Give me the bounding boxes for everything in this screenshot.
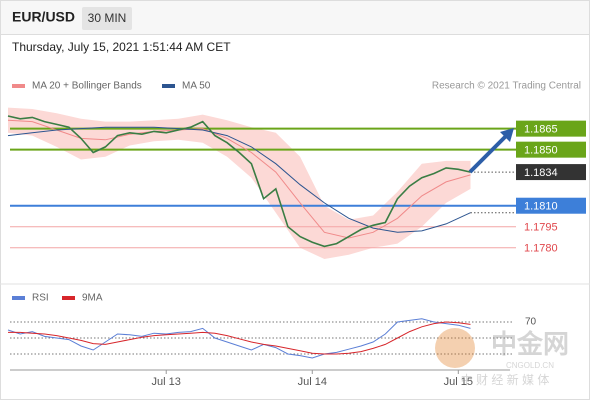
legend-swatch <box>162 84 175 88</box>
level-box <box>516 141 586 158</box>
price-line <box>7 115 471 248</box>
watermark-name: 中金网 <box>491 329 569 359</box>
legend-label: MA 50 <box>182 81 211 92</box>
x-tick-label: Jul 13 <box>152 376 181 388</box>
level-label: 1.1865 <box>524 124 558 136</box>
forecast-arrowhead <box>500 128 514 142</box>
forecast-arrow <box>468 134 508 174</box>
period: 30 MIN <box>88 11 127 25</box>
legend-swatch <box>62 296 75 300</box>
x-tick-label: Jul 15 <box>444 376 473 388</box>
symbol: EUR/USD <box>12 9 75 25</box>
legend-swatch <box>12 296 25 300</box>
ma-line <box>7 126 471 233</box>
ma-line <box>7 119 471 239</box>
period-badge <box>82 7 132 30</box>
legend-label: MA 20 + Bollinger Bands <box>32 81 142 92</box>
credit: Research © 2021 Trading Central <box>432 81 581 92</box>
legend-label: 9MA <box>82 293 103 304</box>
watermark-site: CNGOLD.CN <box>506 361 554 370</box>
level-box <box>516 120 586 137</box>
legend-swatch <box>12 84 25 88</box>
level-label: 1.1810 <box>524 201 558 213</box>
y-tick-label: 70 <box>525 317 537 328</box>
watermark: 中金网 CNGOLD.CN 中 财 经 新 媒 体 <box>435 328 569 387</box>
rsi-line <box>8 321 471 355</box>
level-label: 1.1780 <box>524 243 558 255</box>
level-box <box>516 197 586 214</box>
datetime: Thursday, July 15, 2021 1:51:44 AM CET <box>12 40 231 54</box>
level-label: 1.1795 <box>524 222 558 234</box>
level-label: 1.1850 <box>524 145 558 157</box>
watermark-tagline: 中 财 经 新 媒 体 <box>461 372 550 387</box>
legend-label: RSI <box>32 293 49 304</box>
level-label: 1.1834 <box>524 167 558 179</box>
rsi-line <box>7 318 471 359</box>
x-tick-label: Jul 14 <box>298 376 327 388</box>
level-box <box>516 164 586 181</box>
watermark-logo <box>435 328 475 368</box>
